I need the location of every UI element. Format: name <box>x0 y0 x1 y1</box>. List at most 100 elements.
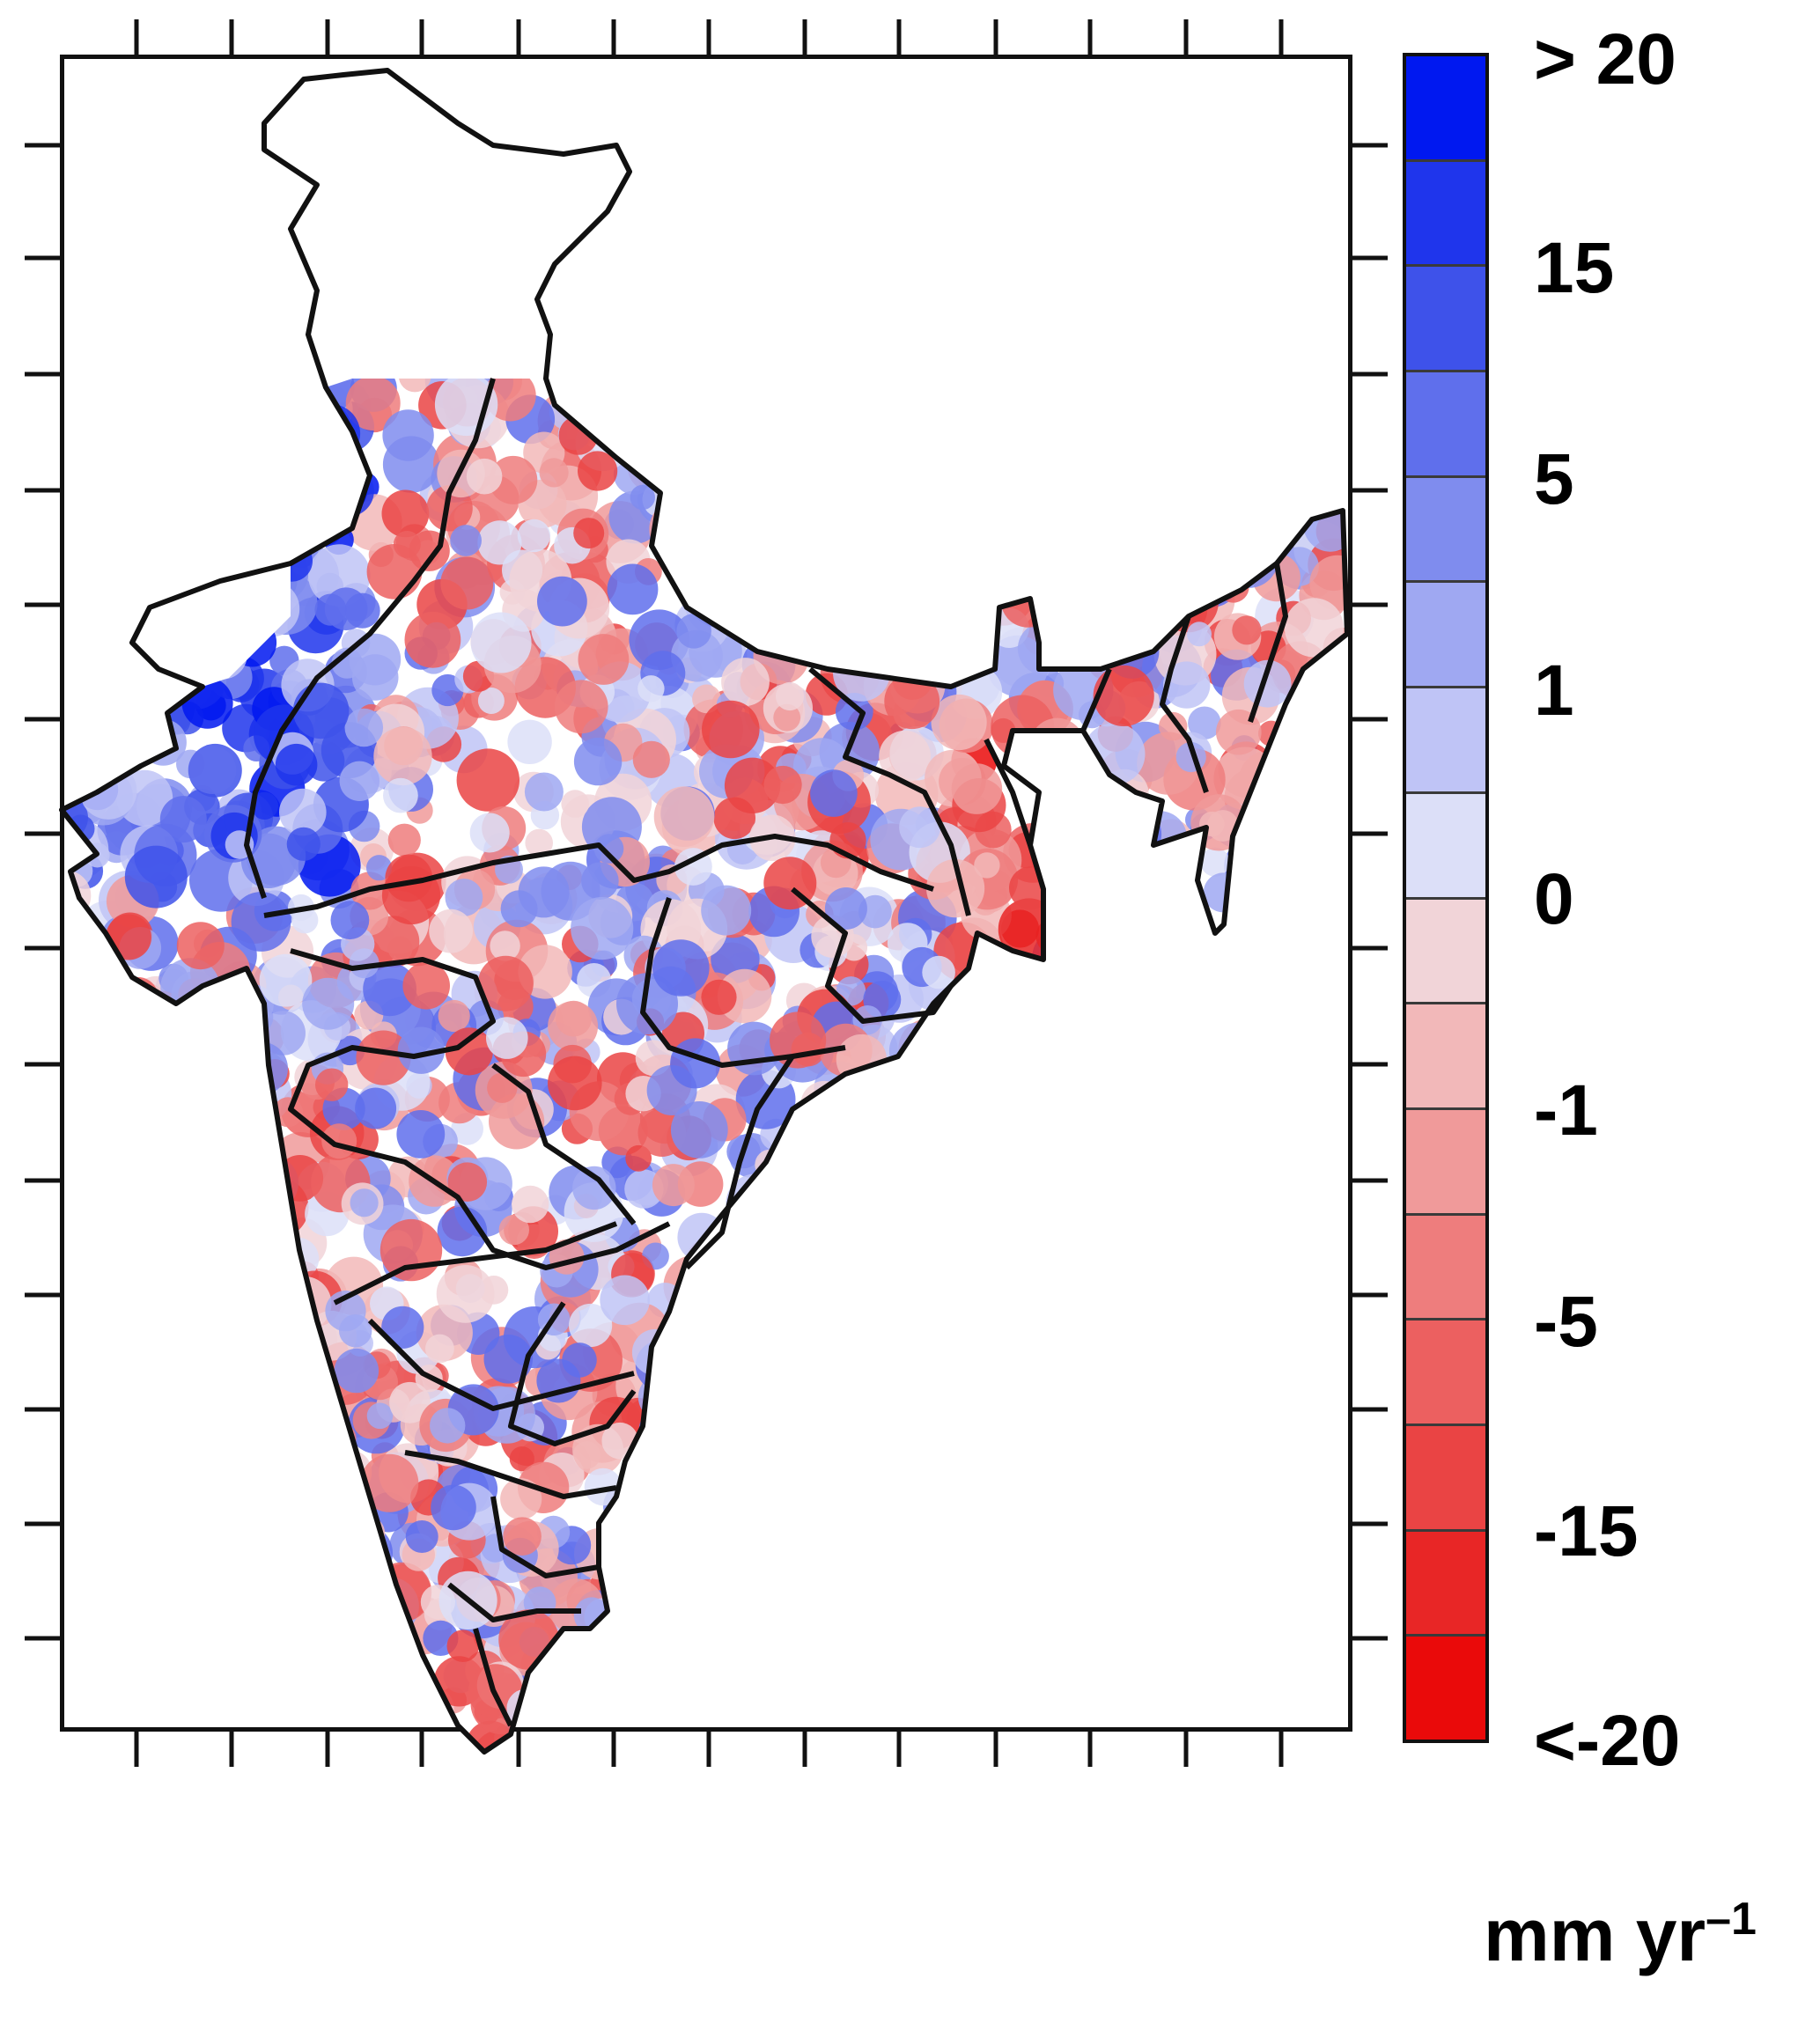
trend-cell <box>918 1453 949 1483</box>
trend-cell <box>297 1395 345 1444</box>
trend-cell <box>62 965 75 991</box>
trend-cell <box>1309 1233 1347 1278</box>
trend-cell <box>1035 1327 1094 1387</box>
trend-cell <box>1288 1099 1330 1141</box>
trend-cell <box>1275 1608 1325 1659</box>
trend-cell <box>379 1218 443 1282</box>
trend-cell <box>611 1563 645 1599</box>
trend-cell <box>1186 1070 1217 1100</box>
trend-cell <box>62 1215 114 1271</box>
trend-cell <box>1301 887 1347 942</box>
trend-cell <box>62 491 86 524</box>
trend-cell <box>722 1459 751 1487</box>
trend-cell <box>1066 576 1101 610</box>
trend-cell <box>583 1673 637 1727</box>
trend-cell <box>1244 1028 1288 1071</box>
trend-cell <box>787 1692 820 1725</box>
trend-cell <box>237 1357 290 1410</box>
trend-cell <box>398 1702 425 1729</box>
trend-cell <box>63 1627 105 1669</box>
trend-cell <box>107 1114 157 1163</box>
trend-cell <box>156 1468 200 1512</box>
trend-cell <box>1225 473 1269 517</box>
trend-cell <box>931 1327 984 1380</box>
trend-cell <box>70 566 107 604</box>
trend-cell <box>194 371 231 408</box>
trend-cell <box>1282 1452 1325 1494</box>
trend-cell <box>73 1030 128 1085</box>
trend-cell <box>1172 1512 1226 1566</box>
trend-cell <box>682 1423 731 1472</box>
trend-cell <box>62 706 85 754</box>
trend-cell <box>62 407 101 454</box>
trend-cell <box>1264 756 1301 792</box>
trend-cell <box>980 1408 1037 1465</box>
trend-cell <box>755 1324 793 1362</box>
trend-cell <box>814 372 843 401</box>
trend-cell <box>1022 1184 1066 1228</box>
trend-cell <box>1308 441 1338 471</box>
trend-cell <box>794 1167 822 1195</box>
trend-cell <box>833 1283 879 1328</box>
trend-cell <box>1202 1100 1259 1157</box>
trend-cell <box>760 1392 797 1429</box>
trend-cell <box>916 1404 976 1465</box>
trend-cell <box>198 1530 224 1556</box>
trend-cell <box>240 1195 296 1252</box>
trend-cell <box>273 1097 304 1128</box>
trend-cell <box>1189 981 1238 1029</box>
trend-cell <box>749 1272 802 1325</box>
trend-cell <box>81 1041 109 1069</box>
trend-cell <box>162 1710 210 1752</box>
trend-cell <box>975 1510 1021 1556</box>
trend-cell <box>122 529 166 571</box>
trend-cell <box>1250 1355 1311 1416</box>
trend-cell <box>109 1724 148 1752</box>
trend-cell <box>1139 1254 1183 1298</box>
trend-cell <box>366 1402 394 1430</box>
trend-cell <box>824 887 867 930</box>
trend-cell <box>709 1726 770 1752</box>
trend-cell <box>62 1030 82 1086</box>
trend-cell <box>668 355 704 389</box>
trend-cell <box>1061 915 1119 973</box>
trend-cell <box>773 1656 823 1706</box>
trend-cell <box>829 363 891 424</box>
trend-cell <box>1199 1283 1244 1327</box>
trend-cell <box>885 1066 924 1105</box>
trend-cell <box>650 1533 696 1580</box>
trend-cell <box>1143 506 1183 546</box>
trend-cell <box>1085 615 1119 650</box>
trend-cell <box>795 572 826 602</box>
trend-cell <box>919 527 967 574</box>
trend-cell <box>209 1328 247 1366</box>
trend-cell <box>898 1428 940 1469</box>
trend-cell <box>957 1166 990 1199</box>
trend-cell <box>748 1349 785 1386</box>
trend-cell <box>967 1460 1023 1516</box>
trend-cell <box>1245 1217 1274 1247</box>
trend-cell <box>652 939 710 997</box>
trend-cell <box>845 478 892 524</box>
trend-cell <box>1325 655 1347 683</box>
trend-cell <box>937 1127 988 1177</box>
trend-cell <box>1284 598 1344 658</box>
trend-cell <box>1227 1012 1287 1072</box>
trend-cell <box>868 1454 914 1501</box>
trend-cell <box>62 1513 116 1572</box>
trend-cell <box>127 1314 190 1377</box>
trend-cell <box>883 428 923 467</box>
trend-cell <box>1178 1565 1219 1606</box>
trend-cell <box>153 1535 191 1573</box>
trend-cell <box>1242 402 1272 434</box>
trend-cell <box>736 1235 777 1276</box>
trend-cell <box>1157 1501 1197 1541</box>
trend-cell <box>653 786 715 847</box>
trend-cell <box>128 345 179 396</box>
trend-cell <box>1221 1447 1249 1474</box>
trend-cell <box>1264 1128 1299 1163</box>
trend-cell <box>1291 1432 1339 1480</box>
trend-cell <box>765 361 820 416</box>
trend-cell <box>554 680 608 734</box>
trend-cell <box>253 361 290 398</box>
